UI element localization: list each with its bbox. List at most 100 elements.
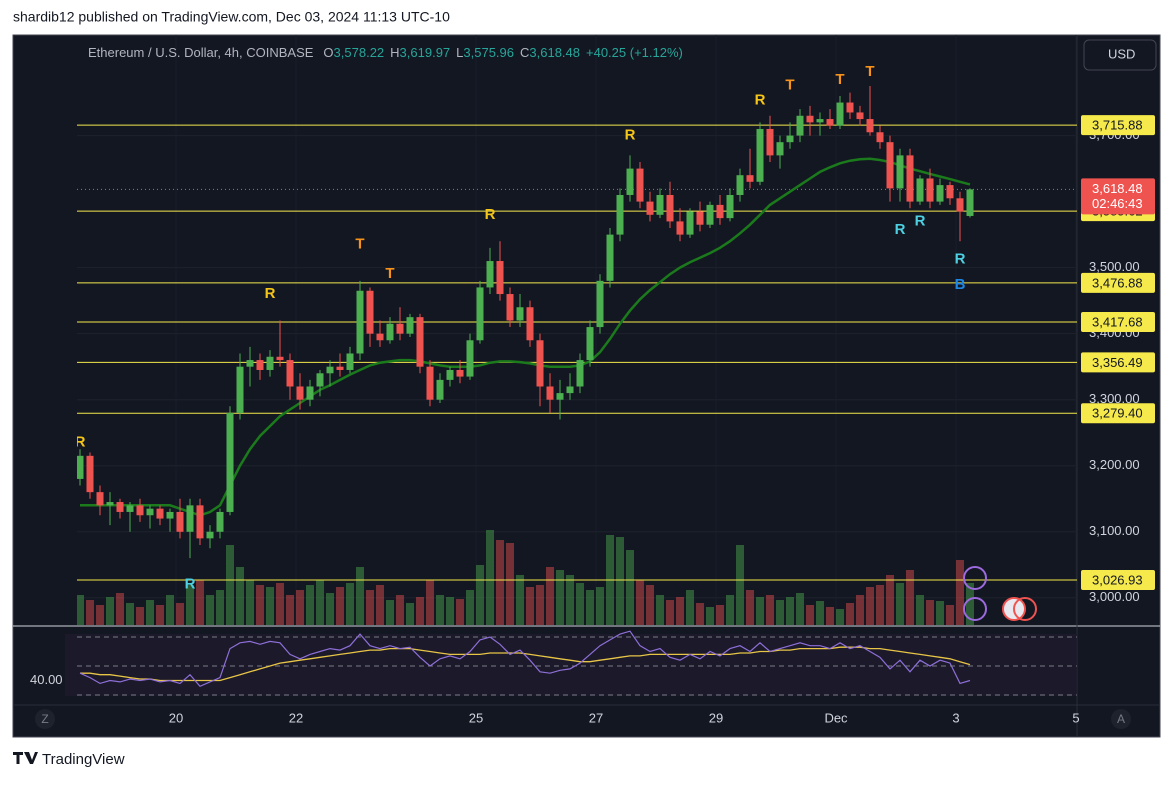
candle-body: [256, 360, 264, 370]
volume-bar: [116, 593, 124, 625]
scale-button[interactable]: [35, 709, 55, 729]
candle-body: [856, 112, 864, 120]
volume-bar: [566, 575, 574, 625]
volume-bar: [316, 580, 324, 625]
icon[interactable]: [963, 597, 987, 621]
candle-body: [356, 290, 364, 354]
x-tick-label: Dec: [824, 710, 848, 725]
volume-bar: [926, 600, 934, 625]
last-price-label: 3,618.48: [1092, 181, 1143, 196]
level-label-box: [1081, 311, 1155, 332]
currency-button[interactable]: [1083, 39, 1157, 71]
volume-bar: [736, 545, 744, 625]
candle-body: [446, 369, 454, 380]
signal-label: R: [915, 212, 926, 229]
scale-button-label: A: [1117, 712, 1125, 726]
y-tick-label: 3,500.00: [1089, 259, 1140, 274]
candle-body: [226, 412, 234, 512]
candle-body: [246, 360, 254, 367]
candle-body: [486, 261, 494, 288]
volume-bar: [146, 600, 154, 625]
candle-body: [336, 366, 344, 370]
signal-label: R: [185, 576, 196, 593]
volume-bar: [336, 587, 344, 625]
candle-body: [166, 511, 174, 519]
x-tick-label: 29: [709, 710, 723, 725]
volume-bar: [636, 580, 644, 625]
volume-bar: [616, 537, 624, 625]
signal-label: T: [865, 63, 874, 80]
candle-body: [746, 175, 754, 182]
level-label: 3,026.93: [1092, 572, 1143, 587]
volume-bar: [846, 603, 854, 625]
volume-bar: [816, 601, 824, 625]
last-price-box: [1081, 178, 1155, 215]
volume-bar: [176, 603, 184, 625]
candle-body: [476, 287, 484, 341]
legend-value: 3,618.48: [529, 45, 580, 60]
signal-label: T: [385, 265, 394, 282]
volume-bar: [826, 607, 834, 625]
brand: TradingView: [42, 751, 125, 768]
candle-body: [846, 102, 854, 113]
volume-bar: [236, 567, 244, 625]
candle-body: [646, 201, 654, 215]
signal-label: R: [265, 285, 276, 302]
candle-body: [696, 211, 704, 225]
candle-body: [286, 360, 294, 387]
scale-button[interactable]: [1111, 709, 1131, 729]
candle-body: [186, 505, 194, 532]
level-label-box: [1081, 570, 1155, 591]
candle-body: [816, 119, 824, 123]
candle-body: [576, 360, 584, 387]
volume-bar: [746, 590, 754, 625]
rsi-line: [79, 630, 971, 688]
volume-bar: [436, 595, 444, 625]
volume-bar: [556, 570, 564, 625]
volume-bar: [326, 593, 334, 625]
signal-label: T: [355, 235, 364, 252]
candle-body: [536, 340, 544, 387]
candle-body: [726, 194, 734, 219]
candle-body: [126, 505, 134, 512]
volume-bar: [546, 567, 554, 625]
volume-bar: [136, 607, 144, 625]
volume-bar: [376, 585, 384, 625]
level-label-box: [1081, 272, 1155, 293]
chart-frame: [12, 34, 1161, 738]
volume-bar: [946, 605, 954, 625]
x-tick-label: 3: [952, 710, 959, 725]
volume-bar: [366, 590, 374, 625]
legend-key: L: [456, 45, 463, 60]
volume-bar: [906, 570, 914, 625]
candle-body: [586, 327, 594, 361]
signal-label: T: [785, 76, 794, 93]
volume-bar: [666, 600, 674, 625]
y-tick-label: 3,000.00: [1089, 589, 1140, 604]
legend-symbol: Ethereum / U.S. Dollar, 4h, COINBASE: [88, 45, 314, 60]
x-tick-label: 25: [469, 710, 483, 725]
volume-bar: [796, 593, 804, 625]
rsi-last-label: 40.00: [30, 672, 63, 687]
candle-body: [376, 333, 384, 341]
volume-bar: [246, 580, 254, 625]
x-tick-label: 27: [589, 710, 603, 725]
byline: shardib12 published on TradingView.com, …: [13, 9, 450, 25]
volume-bar: [496, 540, 504, 625]
icon[interactable]: [1013, 597, 1037, 621]
volume-bar: [296, 590, 304, 625]
legend-key: O: [323, 45, 333, 60]
candle-body: [556, 393, 564, 400]
candle-body: [106, 502, 114, 506]
icon[interactable]: [963, 566, 987, 590]
legend-change: +40.25 (+1.12%): [586, 45, 683, 60]
candle-body: [96, 492, 104, 506]
volume-bar: [216, 590, 224, 625]
volume-bar: [966, 583, 974, 625]
volume-bar: [626, 550, 634, 625]
volume-bar: [586, 590, 594, 625]
candle-body: [836, 102, 844, 126]
candle-body: [526, 307, 534, 341]
volume-bar: [596, 587, 604, 625]
